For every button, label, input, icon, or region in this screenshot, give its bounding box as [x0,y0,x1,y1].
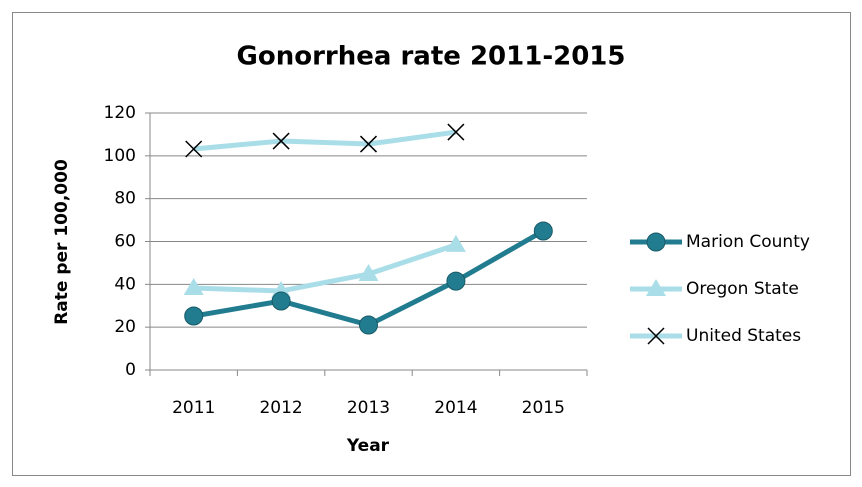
y-tick-label: 80 [114,189,136,209]
data-point [359,135,378,153]
y-tick-label: 100 [104,146,136,166]
y-tick-label: 0 [125,360,136,380]
chart-frame [12,12,851,476]
data-point [271,291,291,311]
data-point [358,264,379,282]
series-line [193,242,457,294]
y-tick-label: 20 [114,317,136,337]
legend-marker [646,232,666,252]
legend-label: United States [686,326,801,346]
y-axis-title: Rate per 100,000 [52,159,72,325]
legend-label: Oregon State [686,279,799,299]
y-tick-label: 40 [114,274,136,294]
y-tick-label: 120 [104,103,136,123]
legend-marker [646,279,666,296]
series-line [193,129,457,152]
data-point [446,271,466,291]
x-axis-title: Year [346,436,390,456]
chart-title: Gonorrhea rate 2011-2015 [237,42,626,72]
x-tick-label: 2015 [522,398,565,418]
x-tick-label: 2014 [434,398,477,418]
x-tick-label: 2013 [347,398,390,418]
legend-label: Marion County [686,232,810,252]
x-tick-label: 2012 [259,398,302,418]
data-point [184,306,204,326]
data-point [183,277,204,295]
data-point [445,234,466,252]
data-point [359,315,378,335]
data-point [185,140,203,158]
legend-marker [647,327,665,345]
data-point [447,123,465,141]
data-point [272,132,290,150]
y-tick-label: 60 [114,232,136,252]
data-point [533,221,553,241]
x-tick-label: 2011 [172,398,215,418]
